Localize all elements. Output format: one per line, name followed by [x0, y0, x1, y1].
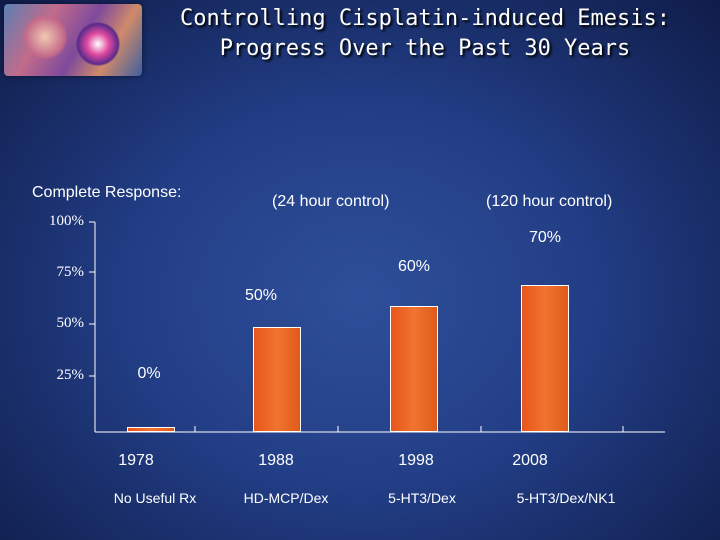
category-label-1998: 1998	[398, 452, 434, 469]
data-label-1998: 60%	[397, 258, 431, 275]
y-axis-label: Complete Response:	[32, 184, 182, 201]
category-label-1988: 1988	[258, 452, 294, 469]
logo-blob-right	[76, 22, 120, 66]
y-tick-label-25: 25%	[56, 367, 85, 383]
y-tick-label-100: 100%	[49, 213, 84, 229]
category-label-2008: 2008	[512, 452, 548, 469]
annotation-120-hour: (120 hour control)	[486, 193, 613, 210]
subcategory-label-2008: 5-HT3/Dex/NK1	[516, 490, 616, 506]
y-tick-label-50: 50%	[56, 315, 85, 331]
logo-blob-left	[22, 14, 68, 60]
category-label-1978: 1978	[118, 452, 154, 469]
bar-1998	[390, 306, 438, 432]
slide-title: Controlling Cisplatin-induced Emesis: Pr…	[150, 4, 700, 64]
bar-1988	[253, 327, 301, 432]
data-label-1978: 0%	[137, 365, 161, 382]
data-label-2008: 70%	[528, 229, 562, 246]
subcategory-label-1988: HD-MCP/Dex	[243, 490, 329, 506]
subcategory-label-1998: 5-HT3/Dex	[388, 490, 456, 506]
y-tick-label-75: 75%	[56, 264, 85, 280]
title-line-2: Progress Over the Past 30 Years	[219, 36, 631, 61]
title-line-1: Controlling Cisplatin-induced Emesis:	[179, 6, 671, 31]
annotation-24-hour: (24 hour control)	[272, 193, 390, 210]
logo-image	[4, 4, 142, 76]
bar-2008	[521, 285, 569, 432]
bar-1978	[127, 427, 175, 432]
data-label-1988: 50%	[244, 287, 278, 304]
subcategory-label-1978: No Useful Rx	[113, 490, 197, 506]
